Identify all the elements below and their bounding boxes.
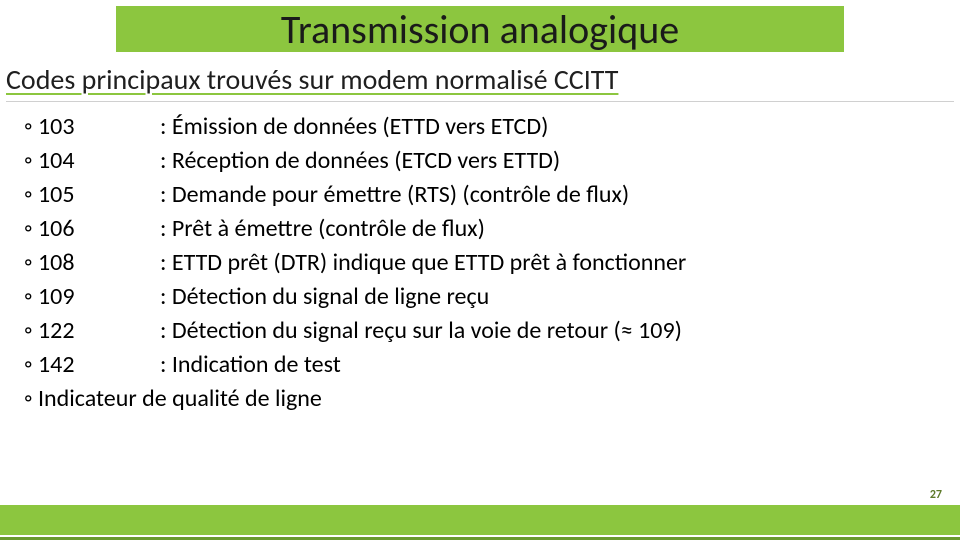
code-number: 109 <box>38 280 160 314</box>
list-item: ◦ 122 : Détection du signal reçu sur la … <box>24 314 960 348</box>
list-item: ◦ 105 : Demande pour émettre (RTS) (cont… <box>24 178 960 212</box>
bullet-icon: ◦ <box>24 280 38 314</box>
code-description: : Réception de données (ETCD vers ETTD) <box>160 144 960 178</box>
bullet-icon: ◦ <box>24 144 38 178</box>
slide-subtitle: Codes principaux trouvés sur modem norma… <box>0 52 960 101</box>
page-number: 27 <box>930 488 942 502</box>
code-number: 104 <box>38 144 160 178</box>
bullet-icon: ◦ <box>24 212 38 246</box>
code-description: : Émission de données (ETTD vers ETCD) <box>160 110 960 144</box>
code-description: : Demande pour émettre (RTS) (contrôle d… <box>160 178 960 212</box>
list-item: ◦ 109 : Détection du signal de ligne reç… <box>24 280 960 314</box>
code-description: : Détection du signal reçu sur la voie d… <box>160 314 960 348</box>
bullet-icon: ◦ <box>24 382 38 416</box>
code-description: : ETTD prêt (DTR) indique que ETTD prêt … <box>160 246 960 280</box>
bullet-icon: ◦ <box>24 178 38 212</box>
horizontal-divider <box>6 101 954 102</box>
code-description: : Détection du signal de ligne reçu <box>160 280 960 314</box>
bullet-icon: ◦ <box>24 246 38 280</box>
bullet-icon: ◦ <box>24 314 38 348</box>
list-item: ◦ 108 : ETTD prêt (DTR) indique que ETTD… <box>24 246 960 280</box>
list-item: ◦ 142 : Indication de test <box>24 348 960 382</box>
list-item: ◦ 103 : Émission de données (ETTD vers E… <box>24 110 960 144</box>
code-number: 142 <box>38 348 160 382</box>
footer-area <box>0 505 960 540</box>
slide-title: Transmission analogique <box>267 8 693 52</box>
list-item: ◦ 104 : Réception de données (ETCD vers … <box>24 144 960 178</box>
bullet-icon: ◦ <box>24 348 38 382</box>
code-number: 106 <box>38 212 160 246</box>
code-description: : Indication de test <box>160 348 960 382</box>
code-description: Indicateur de qualité de ligne <box>38 382 960 416</box>
list-item: ◦ 106 : Prêt à émettre (contrôle de flux… <box>24 212 960 246</box>
code-number: 105 <box>38 178 160 212</box>
list-item: ◦ Indicateur de qualité de ligne <box>24 382 960 416</box>
title-area: Transmission analogique <box>0 0 960 52</box>
code-list: ◦ 103 : Émission de données (ETTD vers E… <box>0 108 960 416</box>
bullet-icon: ◦ <box>24 110 38 144</box>
code-number: 122 <box>38 314 160 348</box>
code-description: : Prêt à émettre (contrôle de flux) <box>160 212 960 246</box>
footer-accent-bar <box>0 505 960 535</box>
code-number: 103 <box>38 110 160 144</box>
code-number: 108 <box>38 246 160 280</box>
